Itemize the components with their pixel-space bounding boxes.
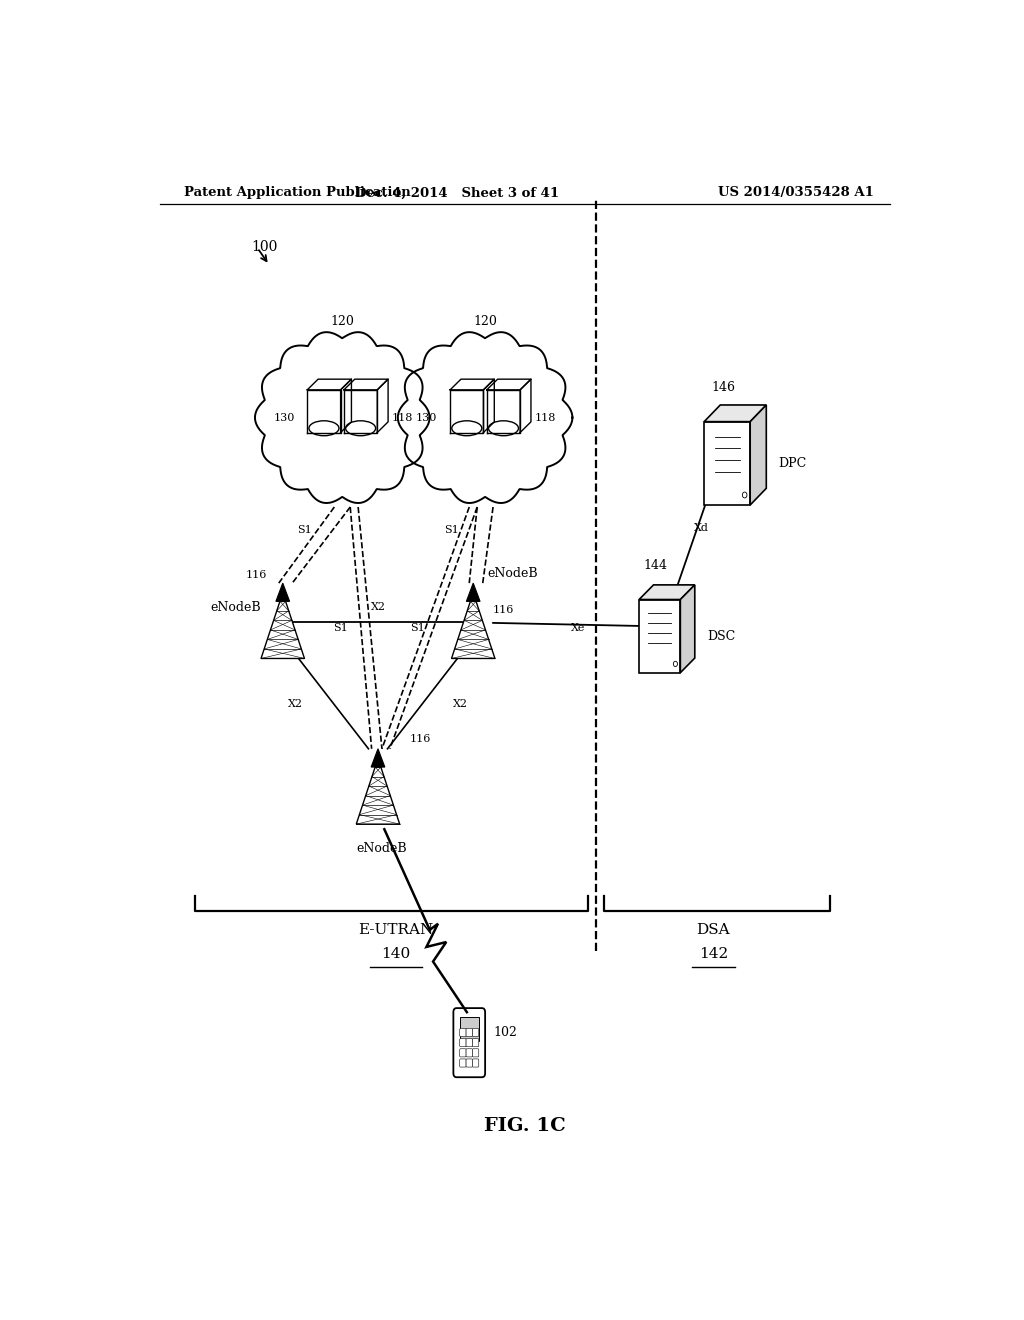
Text: FIG. 1C: FIG. 1C: [484, 1117, 565, 1135]
Text: S1: S1: [297, 525, 311, 535]
Text: 144: 144: [644, 560, 668, 572]
Polygon shape: [261, 602, 304, 659]
Text: 140: 140: [381, 948, 411, 961]
Polygon shape: [452, 602, 495, 659]
Polygon shape: [639, 585, 695, 599]
Text: 100: 100: [251, 240, 278, 253]
Polygon shape: [398, 333, 572, 503]
Text: 120: 120: [331, 315, 354, 329]
Text: S1: S1: [333, 623, 348, 632]
FancyBboxPatch shape: [460, 1028, 466, 1036]
Polygon shape: [255, 333, 430, 503]
Text: eNodeB: eNodeB: [356, 842, 408, 855]
Text: DSA: DSA: [696, 923, 730, 937]
FancyBboxPatch shape: [460, 1039, 466, 1047]
Polygon shape: [705, 421, 751, 506]
FancyBboxPatch shape: [466, 1028, 472, 1036]
Text: 102: 102: [494, 1026, 517, 1039]
FancyBboxPatch shape: [472, 1039, 479, 1047]
FancyBboxPatch shape: [466, 1049, 472, 1057]
Polygon shape: [371, 748, 385, 767]
Polygon shape: [466, 583, 480, 602]
FancyBboxPatch shape: [472, 1049, 479, 1057]
Text: 118: 118: [535, 413, 556, 422]
Text: eNodeB: eNodeB: [210, 602, 260, 614]
FancyBboxPatch shape: [460, 1018, 479, 1040]
Text: Xd: Xd: [694, 523, 709, 533]
Text: 116: 116: [494, 606, 514, 615]
Text: 116: 116: [410, 734, 431, 743]
Text: E-UTRAN: E-UTRAN: [358, 923, 433, 937]
Polygon shape: [356, 767, 399, 824]
Text: 120: 120: [473, 315, 497, 329]
FancyBboxPatch shape: [460, 1059, 466, 1067]
FancyBboxPatch shape: [466, 1039, 472, 1047]
Text: Dec. 4, 2014   Sheet 3 of 41: Dec. 4, 2014 Sheet 3 of 41: [355, 186, 559, 199]
Text: 130: 130: [416, 413, 437, 422]
Polygon shape: [705, 405, 766, 421]
Polygon shape: [751, 405, 766, 506]
Text: Xe: Xe: [570, 623, 585, 634]
FancyBboxPatch shape: [466, 1059, 472, 1067]
Polygon shape: [680, 585, 695, 673]
Text: eNodeB: eNodeB: [487, 568, 539, 579]
Text: Patent Application Publication: Patent Application Publication: [183, 186, 411, 199]
Text: US 2014/0355428 A1: US 2014/0355428 A1: [718, 186, 873, 199]
Text: 146: 146: [712, 381, 735, 395]
Text: 130: 130: [273, 413, 295, 422]
Text: X2: X2: [371, 602, 385, 611]
Text: 142: 142: [698, 948, 728, 961]
Text: X2: X2: [454, 698, 468, 709]
Text: 118: 118: [391, 413, 413, 422]
Text: DSC: DSC: [708, 630, 735, 643]
Text: 116: 116: [246, 570, 267, 579]
Text: DPC: DPC: [779, 457, 807, 470]
Text: X2: X2: [288, 698, 303, 709]
Polygon shape: [639, 599, 680, 673]
Polygon shape: [275, 583, 290, 602]
FancyBboxPatch shape: [472, 1059, 479, 1067]
Text: S1: S1: [410, 623, 425, 632]
FancyBboxPatch shape: [460, 1049, 466, 1057]
FancyBboxPatch shape: [472, 1028, 479, 1036]
Text: S1: S1: [444, 525, 459, 535]
FancyBboxPatch shape: [454, 1008, 485, 1077]
